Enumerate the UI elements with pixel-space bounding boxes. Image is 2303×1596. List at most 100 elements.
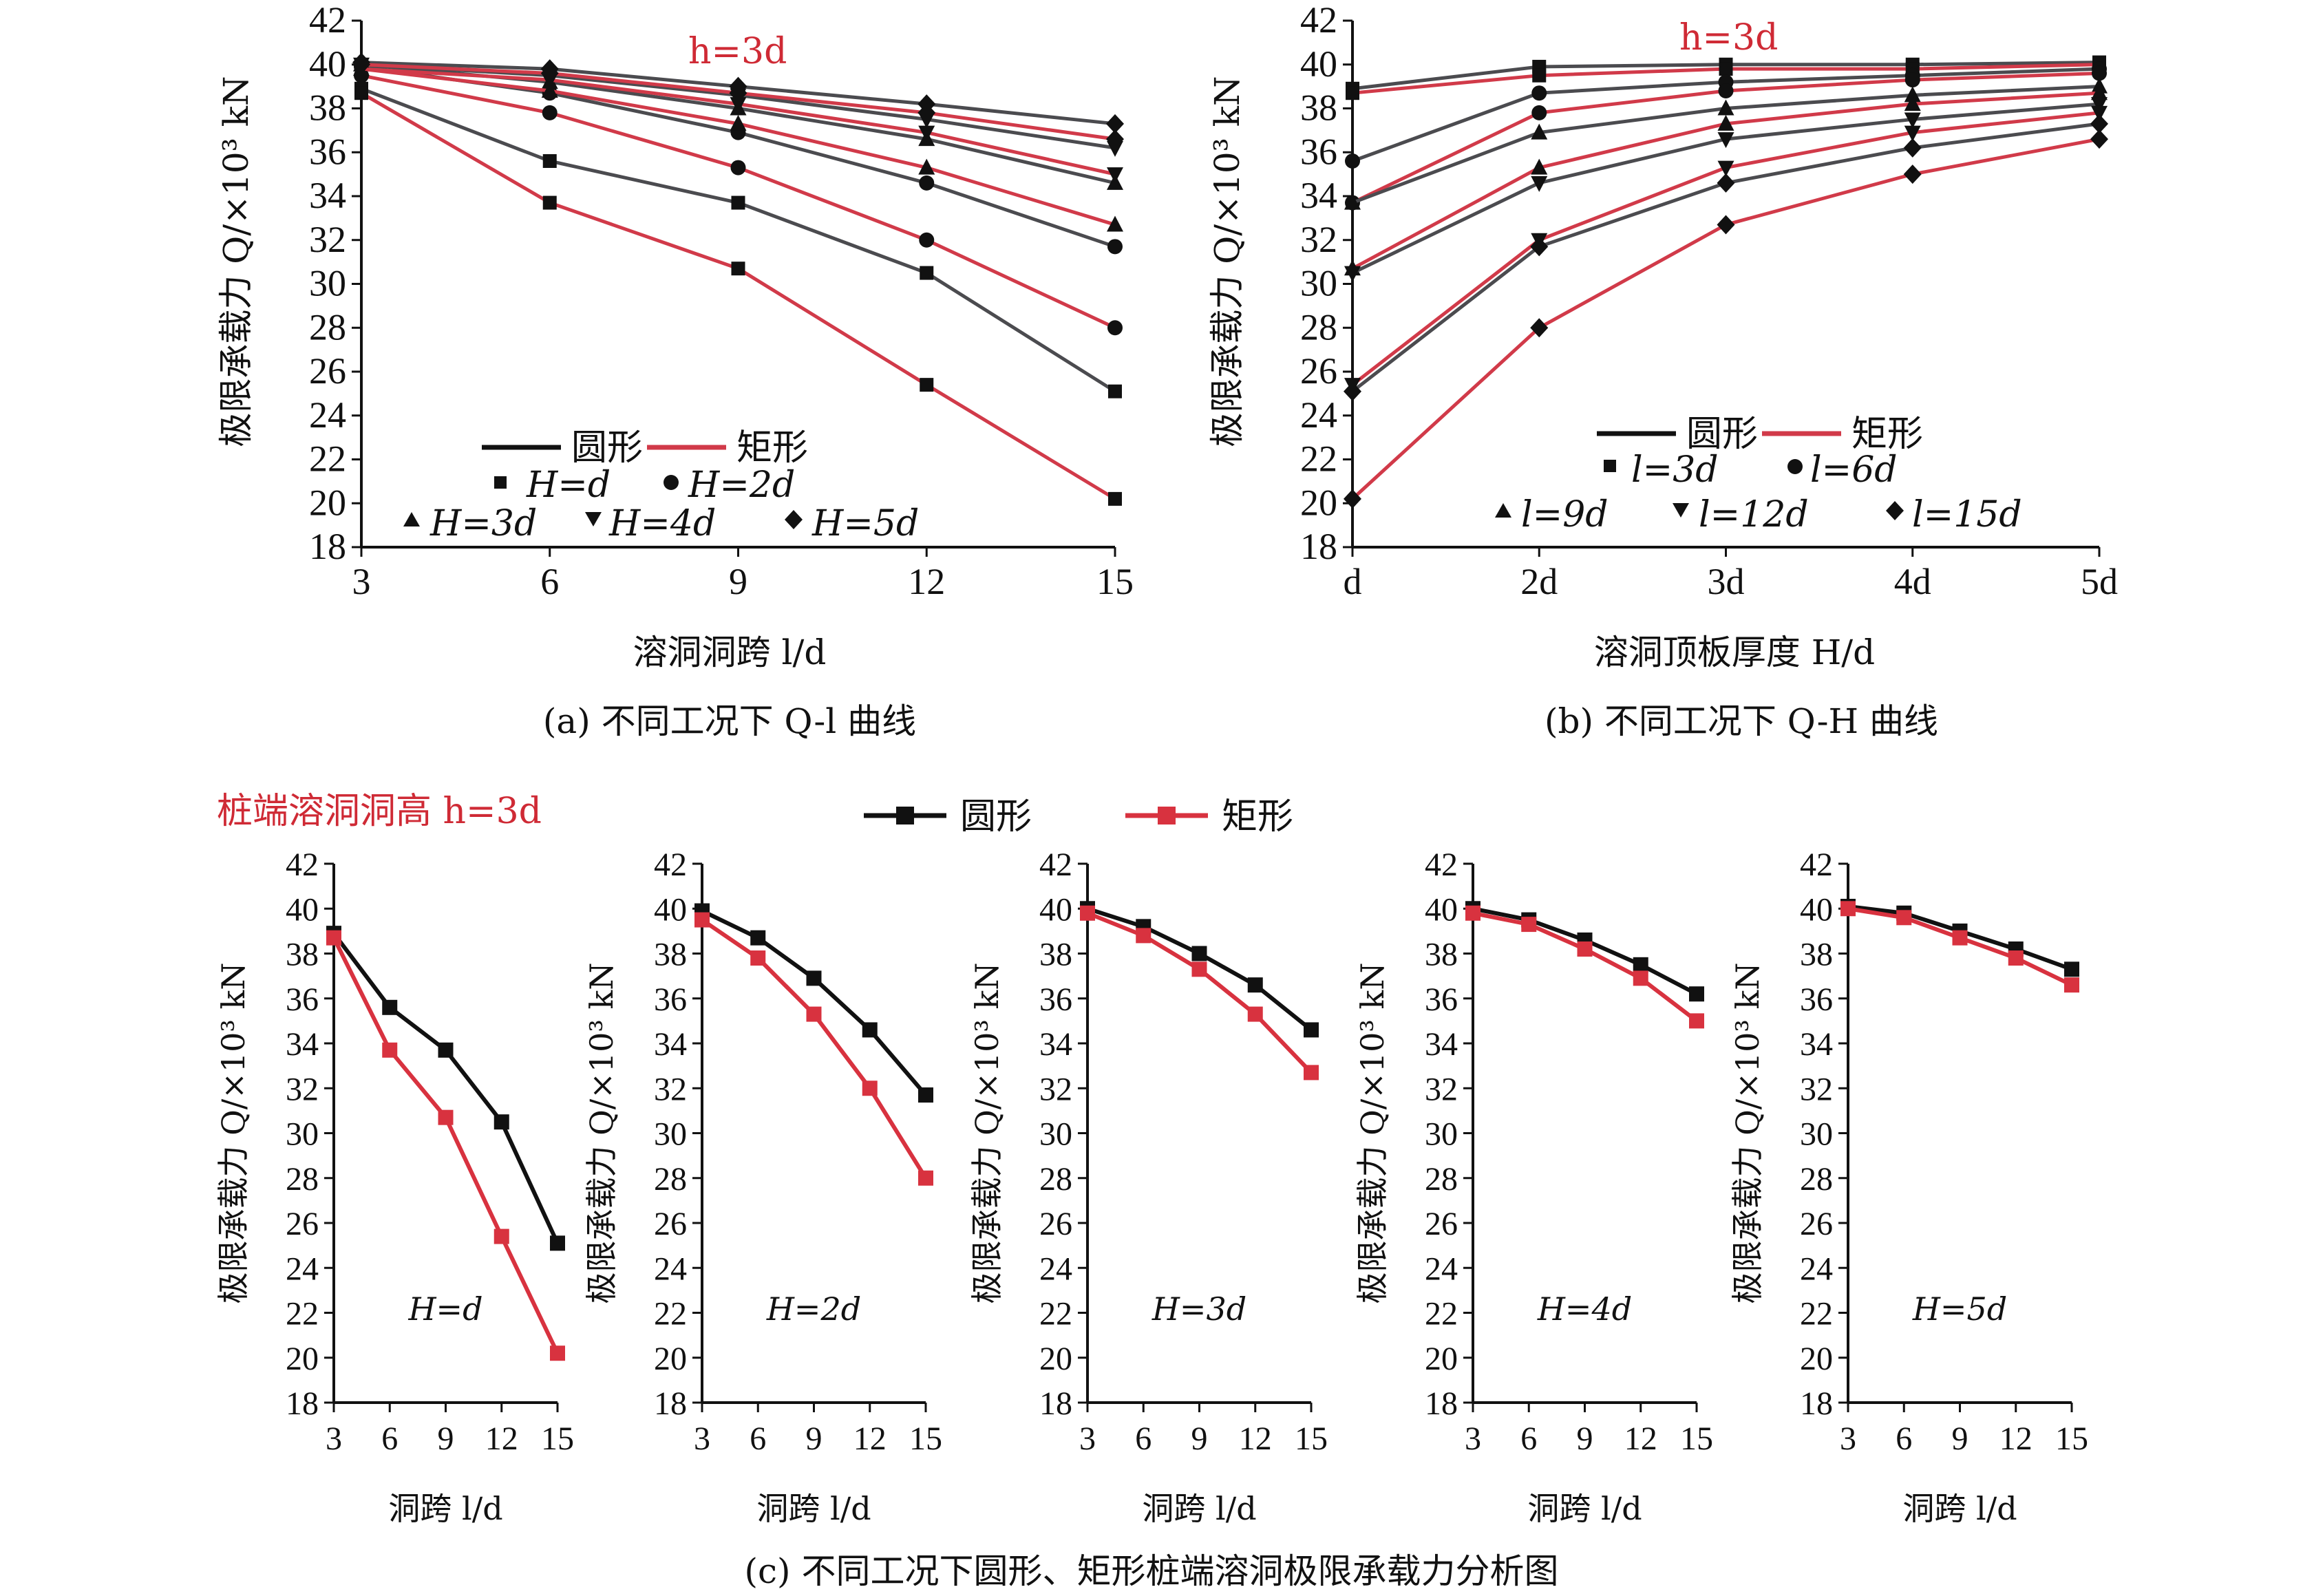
y-tick-label: 38 (286, 937, 319, 973)
data-point (730, 160, 746, 175)
y-tick-label: 42 (1425, 847, 1458, 883)
y-tick-label: 40 (1039, 891, 1072, 928)
data-point (1840, 901, 1856, 917)
data-point (1106, 114, 1124, 134)
data-point (1719, 62, 1733, 76)
legend-l12-label: l=12d (1699, 494, 1809, 535)
data-point (542, 154, 557, 168)
x-tick-label: 6 (1520, 1421, 1537, 1457)
data-point (438, 1042, 454, 1058)
y-tick-label: 40 (654, 891, 687, 928)
subplot-title: H=d (407, 1290, 482, 1328)
x-tick-label: 6 (381, 1421, 398, 1457)
data-point (2091, 105, 2108, 122)
y-tick-label: 34 (1800, 1026, 1833, 1063)
data-point (1344, 193, 1361, 210)
x-tick-label: 9 (729, 561, 747, 602)
series-line (1472, 911, 1698, 1023)
x-tick-label: 9 (1191, 1421, 1208, 1457)
data-point (326, 930, 341, 946)
x-tick-label: 9 (1952, 1421, 1968, 1457)
legend-diamond-marker (785, 510, 803, 529)
legend-circle-label: 圆形 (571, 427, 643, 469)
panel-b-ylabel: 极限承载力 Q/×10³ kN (1207, 76, 1247, 447)
y-tick-label: 36 (1425, 981, 1458, 1018)
x-tick-label: 6 (1135, 1421, 1152, 1457)
y-tick-label: 30 (1300, 263, 1337, 304)
data-point (1304, 1022, 1319, 1038)
y-tick-label: 26 (309, 350, 346, 392)
data-point (1904, 125, 1921, 142)
y-tick-label: 28 (1039, 1161, 1072, 1198)
data-point (2091, 97, 2108, 114)
data-point (1521, 917, 1537, 933)
x-tick-label: 9 (1577, 1421, 1593, 1457)
y-tick-label: 38 (309, 87, 346, 129)
y-tick-label: 24 (309, 394, 346, 436)
data-point (1530, 237, 1549, 257)
y-tick-label: 30 (1039, 1116, 1072, 1153)
series-line (332, 932, 560, 1244)
y-tick-label: 40 (1425, 891, 1458, 928)
legend-square-marker (896, 807, 914, 824)
legend-triangle-up-marker (1495, 503, 1511, 518)
data-point (494, 1228, 509, 1244)
legend-square-marker (1604, 460, 1616, 472)
x-tick-label: 3 (1840, 1421, 1856, 1457)
y-tick-label: 40 (286, 891, 319, 928)
data-point (1107, 320, 1123, 336)
data-point (920, 266, 934, 280)
y-tick-label: 26 (654, 1206, 687, 1242)
y-tick-label: 18 (654, 1385, 687, 1422)
legend-l15-label: l=15d (1912, 494, 2022, 535)
data-point (1304, 1065, 1319, 1081)
data-point (542, 195, 557, 210)
data-point (1107, 167, 1123, 184)
data-point (918, 1170, 933, 1186)
y-tick-label: 24 (1300, 394, 1337, 436)
y-tick-label: 22 (1300, 438, 1337, 480)
legend-l3-label: l=3d (1631, 449, 1719, 491)
y-tick-label: 26 (1300, 350, 1337, 392)
series-line (1847, 906, 2073, 987)
data-point (1689, 1013, 1704, 1029)
y-tick-label: 26 (286, 1206, 319, 1242)
data-point (1717, 132, 1734, 149)
x-tick-label: 5d (2081, 561, 2118, 602)
y-tick-label: 20 (1039, 1341, 1072, 1377)
y-tick-label: 42 (286, 847, 319, 883)
data-point (1107, 215, 1123, 232)
legend-diamond-marker (1886, 501, 1904, 520)
y-tick-label: 30 (1425, 1116, 1458, 1153)
panel-c-caption: (c) 不同工况下圆形、矩形桩端溶洞极限承载力分析图 (745, 1551, 1559, 1591)
y-tick-label: 22 (309, 438, 346, 480)
y-tick-label: 24 (1800, 1251, 1833, 1287)
y-tick-label: 24 (654, 1251, 687, 1287)
y-tick-label: 18 (286, 1385, 319, 1422)
y-tick-label: 30 (654, 1116, 687, 1153)
data-point (542, 105, 558, 120)
y-tick-label: 20 (1300, 482, 1337, 523)
y-tick-label: 36 (654, 981, 687, 1018)
legend-rect-label: 矩形 (736, 427, 808, 469)
y-tick-label: 38 (1039, 937, 1072, 973)
data-point (1717, 173, 1735, 193)
data-point (1191, 961, 1207, 977)
subplot-xlabel: 洞跨 l/d (1902, 1490, 2017, 1527)
subplot-title: H=3d (1152, 1290, 1246, 1328)
y-tick-label: 34 (286, 1026, 319, 1063)
y-tick-label: 40 (1300, 43, 1337, 85)
y-tick-label: 28 (1425, 1161, 1458, 1198)
data-point (1247, 977, 1263, 993)
x-tick-label: 15 (1096, 561, 1134, 602)
data-point (550, 1345, 565, 1361)
data-point (1717, 215, 1735, 235)
subplot-title: H=5d (1912, 1290, 2007, 1328)
data-point (2064, 961, 2079, 977)
y-tick-label: 42 (1800, 847, 1833, 883)
legend-triangle-down-marker (585, 512, 602, 526)
